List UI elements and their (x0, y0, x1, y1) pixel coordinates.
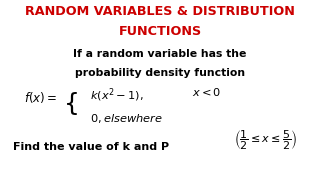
Text: Find the value of k and P: Find the value of k and P (13, 142, 169, 152)
Text: RANDOM VARIABLES & DISTRIBUTION: RANDOM VARIABLES & DISTRIBUTION (25, 5, 295, 18)
Text: probability density function: probability density function (75, 68, 245, 78)
Text: FUNCTIONS: FUNCTIONS (118, 25, 202, 38)
Text: If a random variable has the: If a random variable has the (73, 49, 247, 59)
Text: $0, \mathit{elsewhere}$: $0, \mathit{elsewhere}$ (90, 112, 163, 125)
Text: $f(x) =$: $f(x) =$ (24, 90, 58, 105)
Text: {: { (64, 92, 80, 116)
Text: $x < 0$: $x < 0$ (192, 86, 221, 98)
Text: $k(x^2 - 1),$: $k(x^2 - 1),$ (90, 86, 143, 104)
Text: $\left(\dfrac{1}{2} \leq x \leq \dfrac{5}{2}\right)$: $\left(\dfrac{1}{2} \leq x \leq \dfrac{5… (234, 129, 297, 152)
